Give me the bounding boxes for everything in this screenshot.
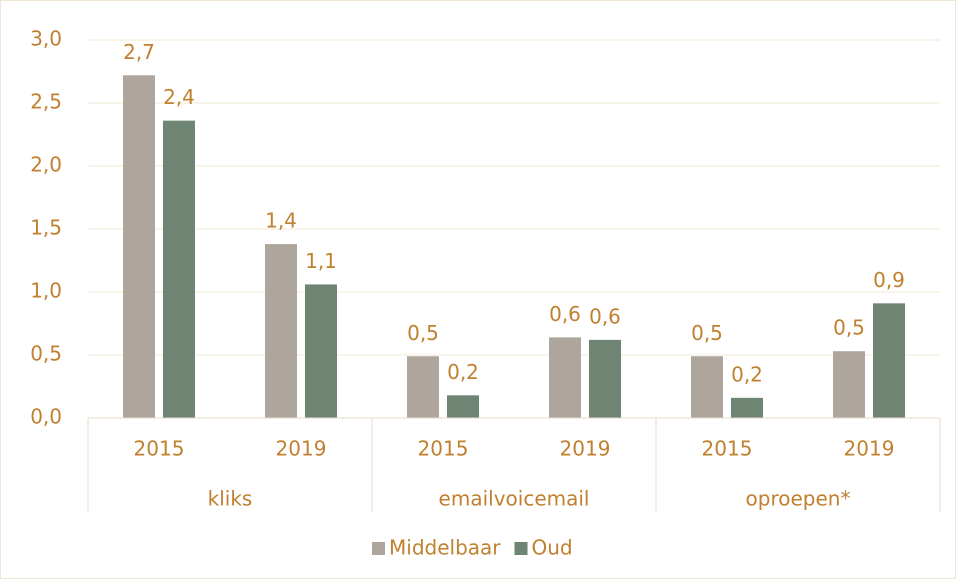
bar (305, 284, 337, 418)
data-label: 0,6 (589, 304, 621, 328)
bar (589, 339, 621, 418)
y-tick-label: 0,0 (30, 405, 62, 429)
bar (833, 351, 865, 418)
data-label: 0,2 (447, 360, 479, 384)
bar (163, 120, 195, 418)
data-label: 0,9 (873, 268, 905, 292)
bar (447, 395, 479, 418)
y-tick-label: 0,5 (30, 342, 62, 366)
y-tick-label: 2,5 (30, 90, 62, 114)
x-tick-label: 2019 (560, 437, 611, 461)
bar (549, 337, 581, 418)
legend-label: Middelbaar (389, 536, 501, 560)
legend-swatch (514, 542, 528, 555)
y-tick-label: 1,5 (30, 216, 62, 240)
data-label: 0,6 (549, 302, 581, 326)
bar (123, 75, 155, 418)
x-tick-label: 2015 (134, 437, 185, 461)
data-label: 2,4 (163, 85, 195, 109)
data-label: 0,5 (407, 321, 439, 345)
data-label: 0,5 (833, 316, 865, 340)
bar (407, 356, 439, 418)
x-tick-label: 2015 (702, 437, 753, 461)
data-label: 0,5 (691, 321, 723, 345)
data-label: 0,2 (731, 362, 763, 386)
bar (873, 303, 905, 418)
bar (265, 244, 297, 418)
data-label: 2,7 (123, 40, 155, 64)
y-tick-label: 3,0 (30, 27, 62, 51)
y-tick-label: 1,0 (30, 279, 62, 303)
group-label: oproepen* (746, 487, 851, 511)
data-label: 1,1 (305, 249, 337, 273)
group-label: kliks (208, 487, 253, 511)
group-label: emailvoicemail (439, 487, 590, 511)
data-label: 1,4 (265, 209, 297, 233)
y-tick-label: 2,0 (30, 153, 62, 177)
bar (691, 356, 723, 418)
legend-label: Oud (532, 536, 573, 560)
bar (731, 397, 763, 418)
legend-swatch (372, 542, 385, 555)
x-tick-label: 2019 (844, 437, 895, 461)
x-tick-label: 2015 (418, 437, 469, 461)
x-tick-label: 2019 (276, 437, 327, 461)
